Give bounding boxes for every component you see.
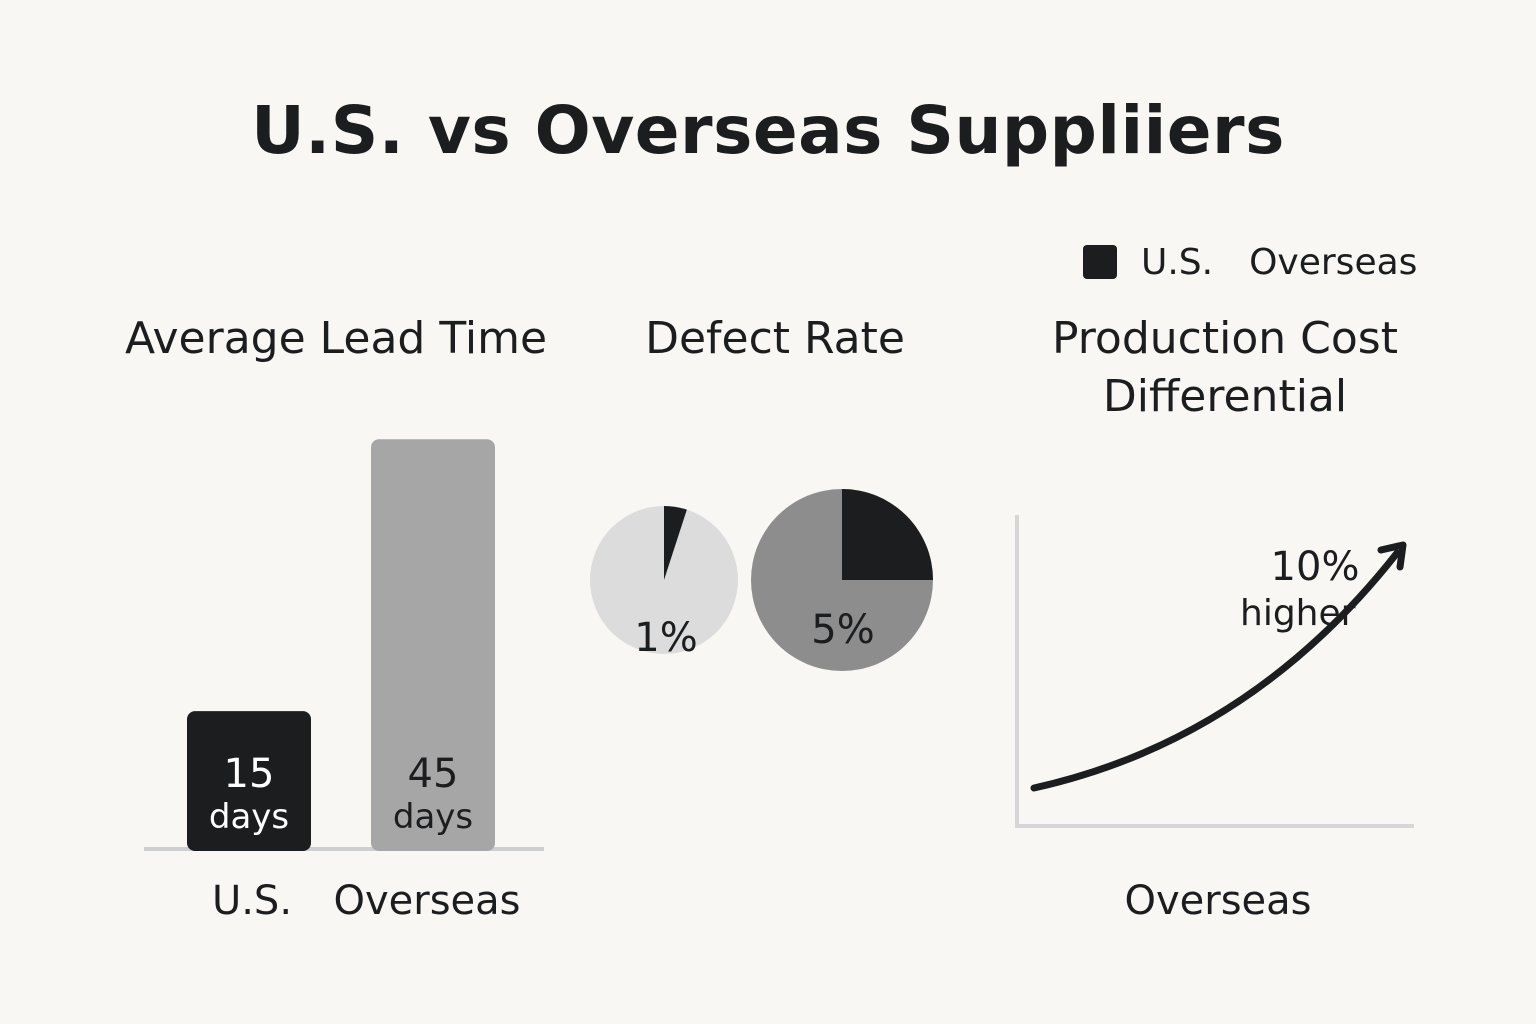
- cost-x-label: Overseas: [1124, 878, 1311, 924]
- legend-swatch-us: [1083, 245, 1117, 279]
- cost-annotation-text: higher: [1240, 593, 1356, 634]
- cost-axes: [1015, 515, 1414, 828]
- pie-value-label: 1%: [634, 615, 697, 661]
- arrow-head-icon: [1377, 541, 1407, 571]
- legend-label-us: U.S.: [1141, 241, 1214, 283]
- production-cost-chart: 10% higher Overseas: [1015, 515, 1414, 924]
- bar-category-label: Overseas: [333, 878, 520, 924]
- bar-unit-label: days: [209, 797, 289, 837]
- pie-value-label: 5%: [811, 607, 874, 653]
- bar-overseas: [371, 439, 495, 851]
- pie-slice: [842, 489, 933, 580]
- defect-rate-title: Defect Rate: [645, 313, 905, 364]
- bar-category-label: U.S.: [212, 878, 292, 924]
- production-cost-title: Production Cost Differential: [1052, 313, 1398, 422]
- legend-label-overseas: Overseas: [1249, 241, 1418, 283]
- bar-value-label: 45: [408, 751, 459, 797]
- bar-value-label: 15: [224, 751, 275, 797]
- cost-annotation-value: 10%: [1271, 544, 1360, 590]
- bar-us: [187, 711, 311, 851]
- lead-time-title: Average Lead Time: [124, 313, 548, 364]
- page-title: U.S. vs Overseas Suppliiers: [251, 92, 1285, 169]
- pie-slice: [664, 506, 687, 580]
- defect-rate-pies: 1% 5%: [590, 489, 933, 671]
- cost-trend-line: [1030, 549, 1401, 792]
- bar-unit-label: days: [393, 797, 473, 837]
- legend: U.S. Overseas: [1083, 240, 1453, 284]
